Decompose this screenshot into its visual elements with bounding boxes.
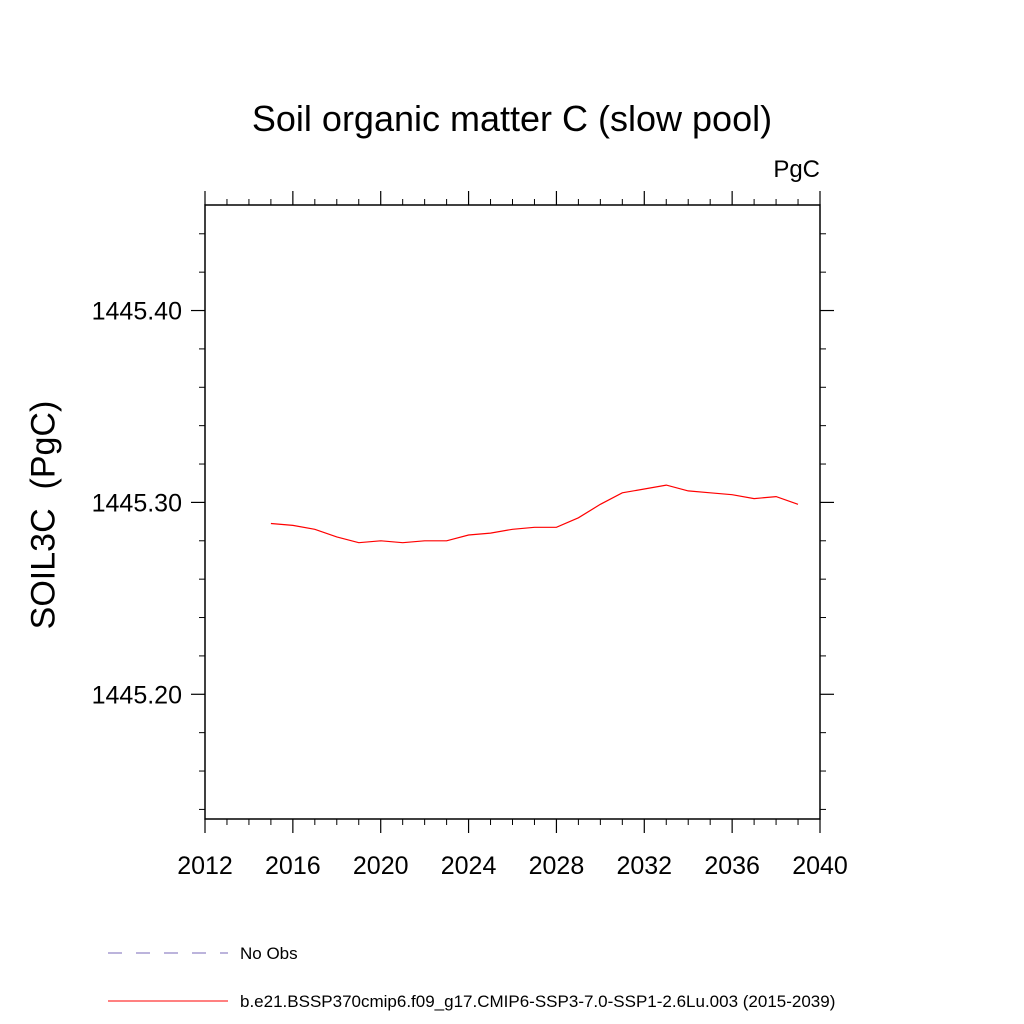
legend: No Obs b.e21.BSSP370cmip6.f09_g17.CMIP6-S… bbox=[108, 944, 835, 1011]
y-tick-labels: 1445.20 1445.30 1445.40 bbox=[92, 298, 182, 710]
series-line bbox=[270, 484, 799, 544]
x-tick-label: 2028 bbox=[529, 852, 585, 880]
chart-title: Soil organic matter C (slow pool) bbox=[251, 98, 773, 139]
x-tick-label: 2032 bbox=[616, 852, 672, 880]
x-tick-label: 2012 bbox=[177, 852, 233, 880]
plot-frame bbox=[204, 204, 821, 820]
legend-label: b.e21.BSSP370cmip6.f09_g17.CMIP6-SSP3-7.… bbox=[240, 992, 835, 1011]
series-lines bbox=[270, 484, 799, 544]
y-tick-label: 1445.20 bbox=[92, 681, 182, 709]
x-tick-label: 2020 bbox=[353, 852, 409, 880]
x-tick-label: 2016 bbox=[265, 852, 321, 880]
x-tick-label: 2024 bbox=[441, 852, 497, 880]
x-tick-labels: 2012 2016 2020 2024 2028 2032 2036 2040 bbox=[177, 852, 848, 880]
units-label: PgC bbox=[773, 156, 820, 183]
x-tick-label: 2036 bbox=[704, 852, 760, 880]
y-tick-label: 1445.30 bbox=[92, 489, 182, 517]
y-tick-label: 1445.40 bbox=[92, 298, 182, 326]
tick-marks bbox=[191, 191, 834, 833]
x-tick-label: 2040 bbox=[792, 852, 848, 880]
legend-label: No Obs bbox=[240, 944, 298, 963]
